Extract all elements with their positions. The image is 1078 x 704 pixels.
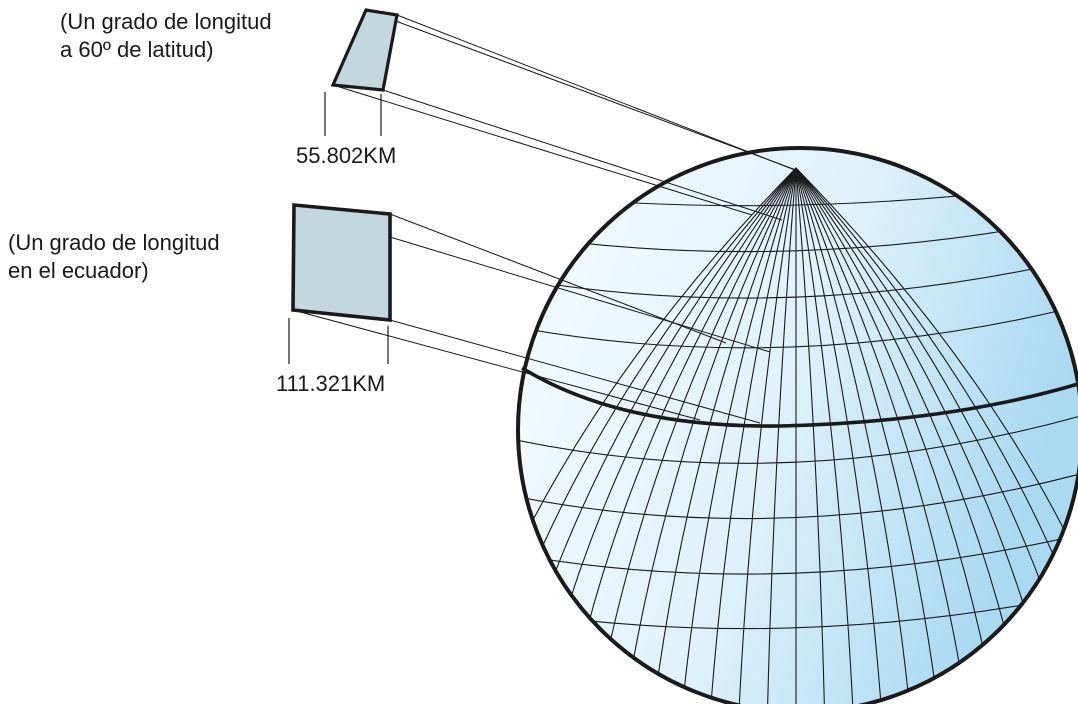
- parallel-line: [518, 409, 1078, 464]
- caption-equator-line2: en el ecuador): [8, 258, 149, 283]
- meridian-line: [625, 167, 797, 704]
- equator-line: [521, 366, 1078, 428]
- ticks-60-latitude: [324, 92, 382, 136]
- distance-equator: 111.321KM: [276, 371, 386, 396]
- degree-panel-equator: [291, 203, 392, 322]
- meridian-line: [653, 167, 797, 704]
- caption-equator-line1: (Un grado de longitud: [8, 230, 220, 255]
- meridian-line: [597, 167, 797, 704]
- meridian-line: [795, 167, 967, 704]
- meridian-line: [795, 167, 825, 704]
- parallel-line: [518, 529, 1078, 575]
- projection-lines: [292, 9, 801, 424]
- meridian-line: [795, 167, 1078, 704]
- parallel-line: [518, 468, 1078, 520]
- parallel-line: [518, 253, 1078, 299]
- meridian-line: [518, 167, 797, 704]
- degree-panel-60-latitude: [330, 8, 399, 92]
- meridian-line: [795, 167, 882, 704]
- distance-60-latitude: 55.802KM: [296, 143, 397, 168]
- caption-60-latitude-line1: (Un grado de longitud: [60, 9, 272, 34]
- caption-60-latitude: (Un grado de longitud a 60º de latitud): [60, 8, 272, 64]
- meridian-line: [795, 167, 939, 704]
- meridian-line: [795, 167, 910, 704]
- meridian-line: [518, 167, 797, 704]
- meridian-line: [795, 167, 854, 704]
- caption-equator: (Un grado de longitud en el ecuador): [8, 229, 220, 285]
- meridian-line: [795, 167, 1078, 704]
- globe-outline: [516, 146, 1078, 704]
- ticks-equator: [288, 318, 389, 364]
- parallel-line: [518, 300, 1078, 349]
- caption-60-latitude-line2: a 60º de latitud): [60, 37, 214, 62]
- meridian-line: [795, 167, 995, 704]
